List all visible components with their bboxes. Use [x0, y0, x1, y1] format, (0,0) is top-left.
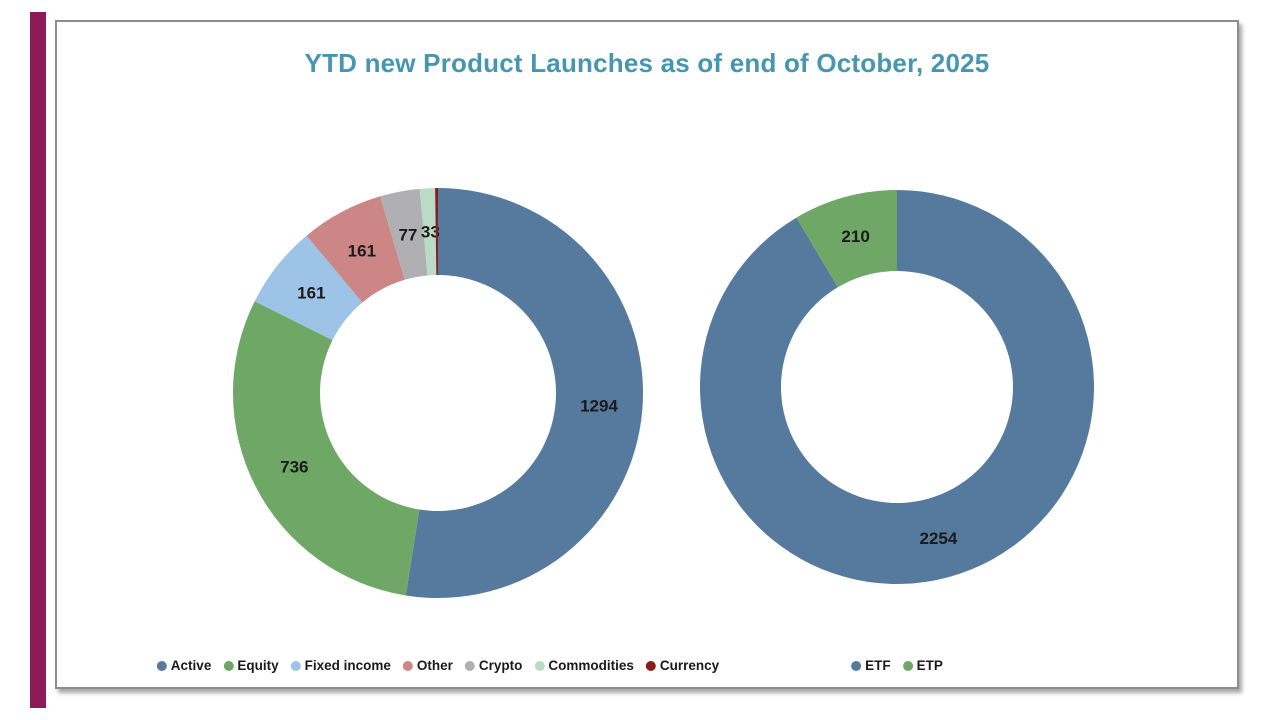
legend-dot-icon: [156, 660, 167, 671]
chart-panel: YTD new Product Launches as of end of Oc…: [55, 20, 1239, 689]
slice-value-commodities: 33: [421, 223, 440, 242]
legend-label: Fixed income: [304, 658, 391, 673]
legend-item-equity: Equity: [223, 658, 279, 673]
donut-slice-active: [405, 188, 643, 598]
legend-label: Active: [170, 658, 212, 673]
ytd-launches-by-wrapper-svg: 2254 210: [700, 190, 1094, 584]
donut-slice-etp: [796, 190, 897, 288]
donut-slice-equity: [232, 301, 420, 596]
legend-item-crypto: Crypto: [464, 658, 523, 673]
donut-slice-fixed-income: [254, 235, 363, 341]
page-title: YTD new Product Launches as of end of Oc…: [304, 48, 990, 78]
legend-item-other: Other: [402, 658, 453, 673]
ytd-launches-by-wrapper-legend: ETF ETP: [851, 658, 943, 673]
slice-value-other: 161: [348, 242, 376, 261]
ytd-launches-by-asset-class-svg: 1294 736 161 161 77 33: [232, 188, 643, 598]
donut-slice-other: [306, 196, 405, 303]
donut-slice-currency: [435, 188, 438, 276]
legend-label: Currency: [659, 658, 720, 673]
legend-item-etp: ETP: [902, 658, 943, 673]
legend-label: ETP: [916, 658, 943, 673]
legend-dot-icon: [902, 660, 913, 671]
legend-label: Equity: [237, 658, 279, 673]
legend-item-etf: ETF: [851, 658, 891, 673]
legend-label: Commodities: [548, 658, 634, 673]
ytd-launches-by-asset-class-legend: Active Equity Fixed income Other Crypto Commo…: [156, 658, 720, 673]
slice-value-active: 1294: [580, 397, 618, 416]
legend-item-commodities: Commodities: [534, 658, 634, 673]
donut-slice-crypto: [380, 188, 428, 280]
legend-item-active: Active: [156, 658, 212, 673]
legend-dot-icon: [645, 660, 656, 671]
legend-dot-icon: [223, 660, 234, 671]
legend-label: ETF: [865, 658, 891, 673]
slice-value-etp: 210: [841, 227, 869, 246]
slice-value-fixed-income: 161: [297, 284, 325, 303]
accent-bar: [30, 12, 46, 708]
slice-value-crypto: 77: [398, 225, 417, 244]
legend-dot-icon: [290, 660, 301, 671]
slice-value-etf: 2254: [919, 529, 957, 548]
legend-dot-icon: [534, 660, 545, 671]
donut-slice-etf: [700, 190, 1094, 584]
donut-slice-commodities: [419, 188, 438, 276]
legend-dot-icon: [851, 660, 862, 671]
slice-value-equity: 736: [280, 458, 308, 477]
legend-label: Crypto: [478, 658, 523, 673]
legend-item-currency: Currency: [645, 658, 720, 673]
legend-label: Other: [416, 658, 453, 673]
legend-item-fixed-income: Fixed income: [290, 658, 391, 673]
legend-dot-icon: [402, 660, 413, 671]
legend-dot-icon: [464, 660, 475, 671]
